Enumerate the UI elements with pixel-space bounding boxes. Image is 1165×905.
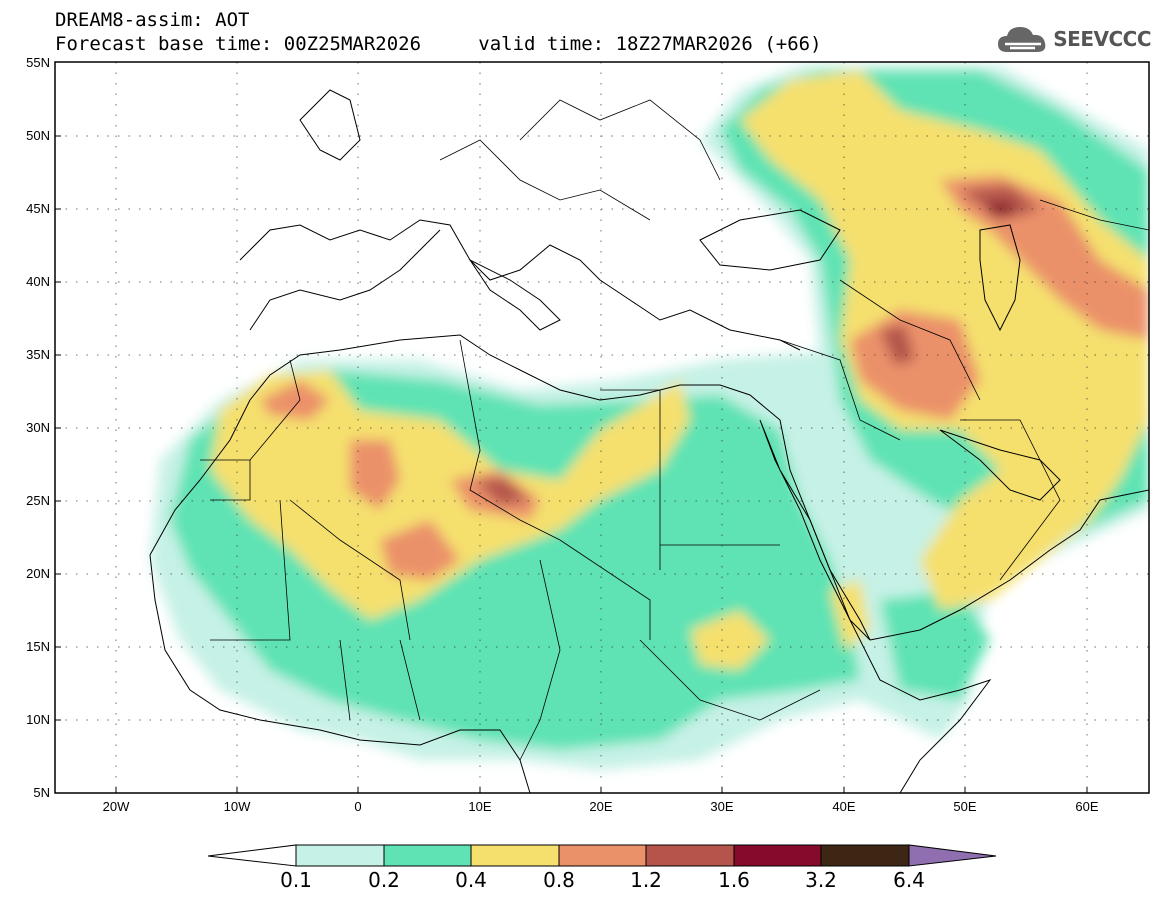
lat-label: 10N [26,712,50,727]
colorbar-swatch-1.6-3.2 [733,844,822,867]
west-africa-coast [149,554,531,793]
colorbar-low-arrow [207,844,297,867]
iberia-coast [249,229,441,331]
colorbar-label: 1.2 [630,868,662,892]
lon-label: 20W [103,799,130,814]
colorbar-label: 0.1 [280,868,312,892]
colorbar-label: 0.8 [543,868,575,892]
brand-logo: SEEVCCC [997,22,1151,56]
persian-gulf [939,429,1061,501]
lat-label: 40N [26,274,50,289]
lon-label: 30E [710,799,733,814]
lat-label: 20N [26,566,50,581]
aot-band-1.2-libya [475,478,530,505]
lat-label: 30N [26,420,50,435]
lat-labels: 55N 50N 45N 40N 35N 30N 25N 20N 15N 10N … [26,55,50,800]
lat-label: 25N [26,493,50,508]
colorbar-swatch-0.2-0.4 [383,844,472,867]
black-sea [699,209,841,271]
colorbar-label: 0.4 [455,868,487,892]
lon-label: 40E [832,799,855,814]
forecast-lead: (+66) [764,33,822,55]
colorbar-high-arrow [908,844,997,867]
base-time-label: Forecast base time: [55,33,273,55]
lat-label: 35N [26,347,50,362]
time-info: Forecast base time: 00Z25MAR2026 valid t… [55,33,822,55]
graticule [55,62,1149,793]
colorbar-label: 0.2 [368,868,400,892]
lat-label: 55N [26,55,50,70]
caspian-sea [979,224,1021,332]
aot-band-1.2-caspian [960,185,1040,220]
lat-label: 15N [26,639,50,654]
colorbar-label: 1.6 [718,868,750,892]
base-time: 00Z25MAR2026 [283,33,422,55]
aot-band-0.8-caspian [940,175,1149,340]
aot-band-0.8-niger [380,520,460,580]
aot-band-0.8-iraq [850,310,980,420]
colorbar-swatch-0.8-1.2 [558,844,647,867]
lon-label: 10E [468,799,491,814]
country-borders [200,99,1149,761]
valid-time: 18Z27MAR2026 [615,33,753,55]
colorbar-label: 6.4 [893,868,925,892]
lon-label: 50E [953,799,976,814]
aot-band-0.4-sahara [210,370,690,620]
lat-label: 45N [26,201,50,216]
europe-coast [239,219,801,351]
colorbar-swatch-0.1-0.2 [295,844,385,867]
arabia-coast [869,489,1149,641]
italy-coast [468,258,561,331]
aot-band-0.2-horn [880,590,990,700]
lon-label: 0 [354,799,361,814]
colorbar-swatch-3.2-6.4 [820,844,910,867]
colorbar-swatch-0.4-0.8 [470,844,560,867]
lon-label: 60E [1075,799,1098,814]
tick-marks [55,135,1088,793]
aot-band-0.8-algeria [350,440,400,510]
britain-coast [299,89,361,161]
colorbar-swatch-1.2-1.6 [645,844,735,867]
lon-labels: 20W 10W 0 10E 20E 30E 40E 50E 60E [103,799,1099,814]
aot-band-0.4-chad [690,610,770,670]
cloud-logo-icon [998,27,1046,52]
lat-label: 5N [33,785,50,800]
lat-label: 50N [26,128,50,143]
colorbar-label: 3.2 [805,868,837,892]
lon-label: 20E [589,799,612,814]
aot-band-0.4-red-sea [830,580,870,650]
valid-time-label: valid time: [478,33,605,55]
colorbar [207,844,997,867]
aot-band-0.8-atlas [260,380,330,420]
lon-label: 10W [224,799,251,814]
brand-name: SEEVCCC [1053,27,1151,51]
map-title: DREAM8-assim: AOT [55,9,250,31]
plot-area [55,62,1149,793]
